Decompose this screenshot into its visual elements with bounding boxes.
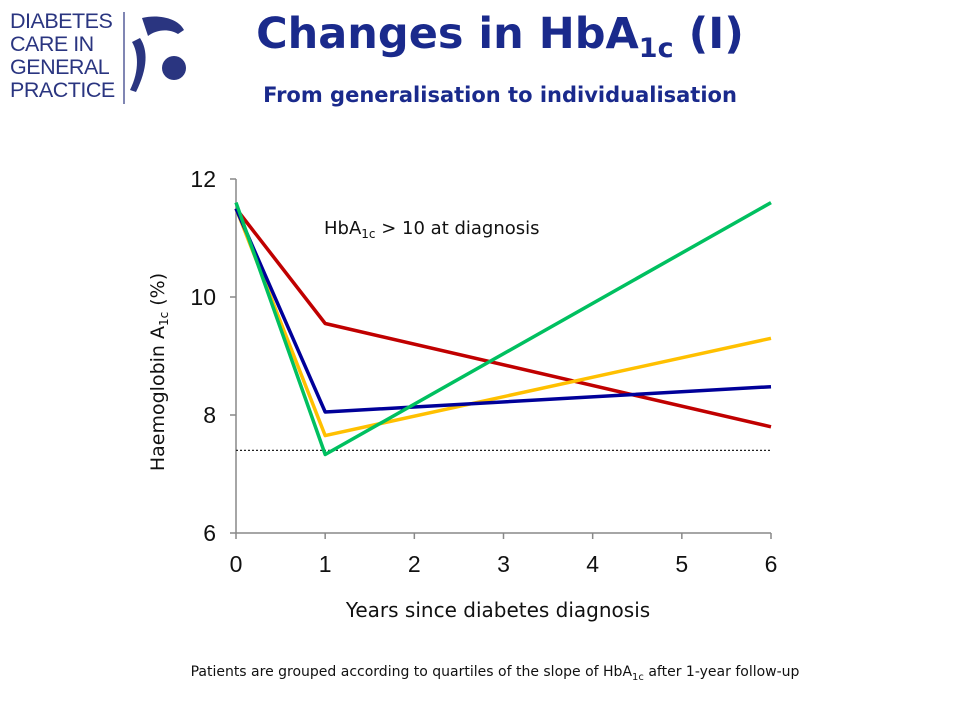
footnote: Patients are grouped according to quarti… — [0, 664, 960, 683]
footnote-after: after 1-year follow-up — [643, 664, 800, 680]
x-tick-label: 4 — [586, 551, 599, 577]
y-tick-label: 8 — [203, 402, 216, 428]
series-line-3 — [234, 207, 772, 414]
logo: DIABETES CARE IN GENERAL PRACTICE — [8, 8, 198, 108]
y-tick-label: 6 — [203, 520, 216, 546]
chart-annotation: HbA1c > 10 at diagnosis — [324, 218, 540, 241]
logo-line-1: DIABETES — [10, 9, 113, 33]
logo-line-4: PRACTICE — [10, 78, 115, 102]
title-suffix: (I) — [673, 9, 744, 59]
footnote-subscript: 1c — [632, 671, 644, 683]
page-title: Changes in HbA1c (I) — [200, 8, 800, 62]
page-subtitle: From generalisation to individualisation — [263, 83, 737, 107]
series-lines — [234, 201, 772, 457]
x-tick-label: 5 — [675, 551, 688, 577]
y-tick-label: 12 — [190, 166, 216, 192]
x-tick-label: 2 — [408, 551, 421, 577]
x-tick-label: 0 — [230, 551, 243, 577]
footnote-before: Patients are grouped according to quarti… — [190, 664, 633, 680]
chart-axes — [230, 178, 772, 539]
logo-graphic — [123, 12, 186, 104]
series-line-1 — [234, 207, 772, 429]
x-axis-label: Years since diabetes diagnosis — [345, 598, 650, 622]
title-subscript: 1c — [638, 33, 674, 64]
y-tick-label: 10 — [190, 284, 216, 310]
x-tick-label: 3 — [497, 551, 510, 577]
logo-line-2: CARE IN — [10, 32, 94, 56]
title-main: Changes in HbA — [256, 9, 639, 59]
series-line-4 — [234, 201, 772, 457]
y-axis-label: Haemoglobin A1c (%) — [147, 273, 171, 471]
x-tick-label: 1 — [319, 551, 332, 577]
logo-line-3: GENERAL — [10, 55, 110, 79]
x-tick-label: 6 — [765, 551, 778, 577]
